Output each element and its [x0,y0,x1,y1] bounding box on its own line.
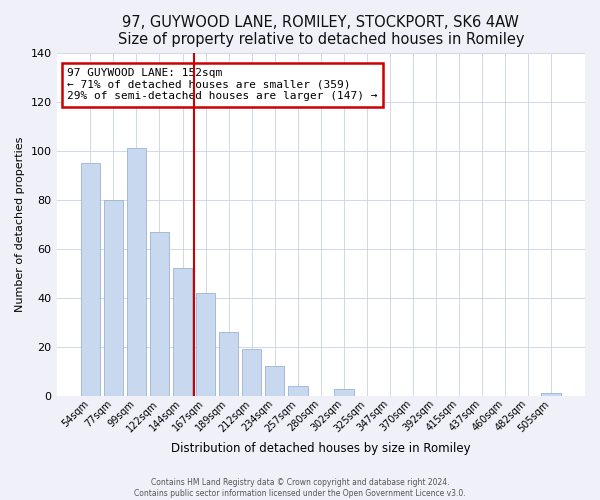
Bar [242,350,262,396]
Bar [196,293,215,396]
Y-axis label: Number of detached properties: Number of detached properties [15,136,25,312]
Bar [173,268,193,396]
Title: 97, GUYWOOD LANE, ROMILEY, STOCKPORT, SK6 4AW
Size of property relative to detac: 97, GUYWOOD LANE, ROMILEY, STOCKPORT, SK… [118,15,524,48]
Bar [127,148,146,396]
Bar [288,386,308,396]
Bar [265,366,284,396]
Bar [334,388,353,396]
Bar [80,163,100,396]
Bar [219,332,238,396]
Bar [541,394,561,396]
Bar [104,200,123,396]
Text: 97 GUYWOOD LANE: 152sqm
← 71% of detached houses are smaller (359)
29% of semi-d: 97 GUYWOOD LANE: 152sqm ← 71% of detache… [67,68,377,102]
Text: Contains HM Land Registry data © Crown copyright and database right 2024.
Contai: Contains HM Land Registry data © Crown c… [134,478,466,498]
Bar [149,232,169,396]
X-axis label: Distribution of detached houses by size in Romiley: Distribution of detached houses by size … [171,442,470,455]
